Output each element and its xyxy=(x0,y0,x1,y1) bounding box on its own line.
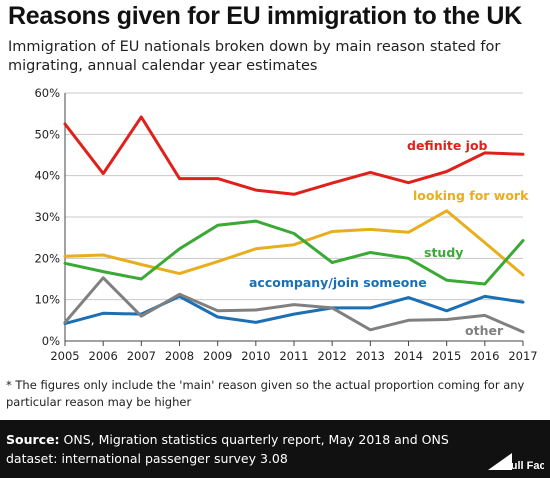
x-tick-label: 2014 xyxy=(394,349,423,363)
series-label: looking for work xyxy=(413,188,529,203)
full-fact-logo-icon: Full Fact xyxy=(488,453,544,472)
x-tick-label: 2015 xyxy=(432,349,461,363)
footnote: * The figures only include the 'main' re… xyxy=(6,378,525,409)
y-tick-label: 30% xyxy=(34,210,60,224)
x-tick-label: 2013 xyxy=(356,349,385,363)
x-tick-label: 2012 xyxy=(318,349,347,363)
x-tick-label: 2009 xyxy=(203,349,232,363)
y-tick-label: 20% xyxy=(34,251,60,265)
source-body: ONS, Migration statistics quarterly repo… xyxy=(6,432,449,466)
x-tick-label: 2011 xyxy=(279,349,308,363)
line-chart: 0% 10% 20% 30% 40% 50% 60% 2005 2006 2007 2008 2009… xyxy=(34,86,537,363)
series-label: definite job xyxy=(407,138,488,153)
series-line xyxy=(63,276,525,334)
y-tick-label: 40% xyxy=(34,169,60,183)
series-label: other xyxy=(465,323,504,338)
x-tick-label: 2017 xyxy=(508,349,537,363)
series-label: study xyxy=(424,245,463,260)
x-tick-label: 2016 xyxy=(470,349,499,363)
series-line xyxy=(63,115,525,196)
x-tick-label: 2005 xyxy=(50,349,79,363)
y-tick-label: 50% xyxy=(34,127,60,141)
series-line xyxy=(63,219,525,286)
x-tick-label: 2010 xyxy=(241,349,270,363)
logo-text: Full Fact xyxy=(504,460,544,472)
y-tick-label: 60% xyxy=(34,86,60,100)
x-tick-label: 2008 xyxy=(165,349,194,363)
page-subtitle: Immigration of EU nationals broken down … xyxy=(8,39,501,74)
x-tick-label: 2006 xyxy=(89,349,118,363)
y-tick-label: 10% xyxy=(34,293,60,307)
source-label: Source: xyxy=(6,432,60,447)
series-line xyxy=(63,209,525,277)
x-tick-label: 2007 xyxy=(127,349,156,363)
y-tick-label: 0% xyxy=(42,334,60,348)
series-label: accompany/join someone xyxy=(249,275,427,290)
page-title: Reasons given for EU immigration to the … xyxy=(8,2,522,30)
source-text: Source: ONS, Migration statistics quarte… xyxy=(6,430,476,468)
source-bar: Source: ONS, Migration statistics quarte… xyxy=(0,420,550,478)
